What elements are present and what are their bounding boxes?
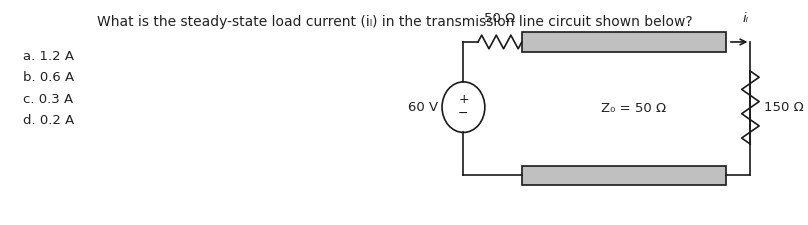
Bar bbox=[522, 32, 726, 52]
Text: d. 0.2 A: d. 0.2 A bbox=[23, 114, 74, 127]
Bar bbox=[522, 166, 726, 185]
Text: +: + bbox=[458, 93, 469, 106]
Text: What is the steady-state load current (iₗ) in the transmission line circuit show: What is the steady-state load current (i… bbox=[97, 15, 692, 29]
Text: Z₀ = 50 Ω: Z₀ = 50 Ω bbox=[601, 102, 667, 115]
Text: iₗ: iₗ bbox=[743, 12, 748, 25]
Text: a. 1.2 A: a. 1.2 A bbox=[23, 50, 74, 63]
Text: 150 Ω: 150 Ω bbox=[764, 101, 804, 114]
Text: c. 0.3 A: c. 0.3 A bbox=[23, 93, 73, 106]
Text: b. 0.6 A: b. 0.6 A bbox=[23, 72, 74, 84]
Text: −: − bbox=[458, 106, 469, 119]
Text: 60 V: 60 V bbox=[408, 101, 438, 114]
Text: 50 Ω: 50 Ω bbox=[484, 12, 516, 25]
